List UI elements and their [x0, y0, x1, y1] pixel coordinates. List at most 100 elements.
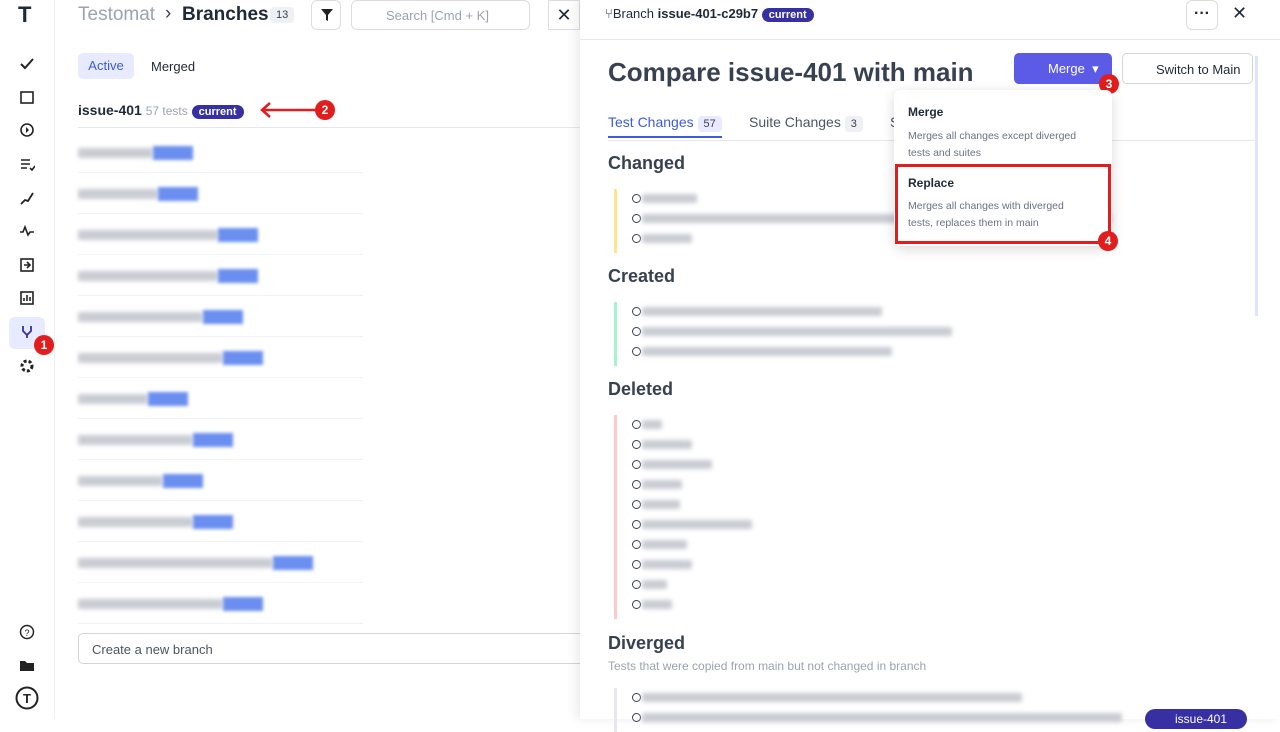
icon[interactable]: [19, 89, 35, 105]
blurred-badge: [163, 474, 203, 488]
blurred-text: [642, 307, 882, 316]
bullet: [632, 234, 641, 243]
blurred-text: [78, 517, 193, 527]
compare-panel: ⑂Branch issue-401-c29b7 current ··· ✕ Co…: [580, 0, 1280, 732]
icon[interactable]: [19, 657, 35, 673]
icon[interactable]: [19, 358, 35, 374]
blurred-text: [78, 394, 148, 404]
blurred-badge: [273, 556, 313, 570]
icon[interactable]: [19, 290, 35, 306]
blurred-text: [642, 440, 692, 449]
blurred-badge: [148, 392, 188, 406]
blurred-badge: [193, 515, 233, 529]
tag: current: [761, 8, 814, 22]
switch-button[interactable]: Switch to Main: [1122, 53, 1253, 84]
filter-button[interactable]: [311, 0, 341, 30]
label: Merge: [1048, 61, 1085, 76]
new-branch-input[interactable]: Create a new branch: [78, 633, 598, 664]
bullet: [632, 307, 641, 316]
blurred-badge: [218, 228, 258, 242]
option-title[interactable]: Replace: [908, 176, 955, 190]
icon[interactable]: [19, 56, 35, 72]
bullet: [632, 713, 641, 722]
icon[interactable]: [19, 122, 35, 138]
blurred-text: [642, 540, 687, 549]
divider: [78, 500, 363, 501]
section-border: [614, 302, 617, 366]
highlight: [895, 164, 1111, 244]
divider: [78, 459, 363, 460]
icon[interactable]: [19, 190, 35, 206]
separator: ›: [165, 3, 172, 24]
app-name[interactable]: Testomat: [78, 4, 156, 25]
sidebar: T 1 ? T: [0, 0, 55, 719]
blurred-text: [642, 580, 667, 589]
icon[interactable]: [19, 324, 35, 340]
blurred-badge: [218, 269, 258, 283]
blurred-text: [642, 194, 697, 203]
bullet: [632, 500, 641, 509]
divider: [78, 213, 363, 214]
label: Test Changes: [608, 114, 694, 130]
section-subtitle: Tests that were copied from main but not…: [608, 659, 927, 673]
bullet: [632, 460, 641, 469]
title: Compare issue-401 with main: [608, 57, 974, 87]
blurred-text: [642, 420, 662, 429]
icon[interactable]: ?: [19, 624, 35, 640]
icon[interactable]: [19, 156, 35, 172]
tag: current: [191, 105, 244, 119]
annotation: 4: [1098, 231, 1118, 251]
blurred-text: [642, 500, 680, 509]
bullet: [632, 580, 641, 589]
tab[interactable]: Merged: [151, 59, 196, 74]
blurred-text: [78, 230, 218, 240]
icon[interactable]: [19, 257, 35, 273]
section-border: [614, 688, 617, 732]
divider: [78, 172, 363, 173]
icon[interactable]: T: [15, 686, 39, 710]
tab[interactable]: Active: [78, 53, 134, 79]
tab[interactable]: Test Changes 57: [608, 114, 722, 138]
bullet: [632, 540, 641, 549]
section-title: Created: [608, 266, 676, 286]
blurred-text: [642, 713, 1122, 722]
divider: [78, 623, 363, 624]
blurred-text: [642, 234, 692, 243]
branch-name: issue-401: [78, 102, 142, 118]
annotation: 1: [34, 335, 54, 355]
icon[interactable]: [19, 223, 35, 239]
branch-row[interactable]: issue-401 57 tests current: [78, 102, 244, 119]
dropdown: Merge Merges all changes except diverged…: [894, 90, 1118, 251]
blurred-text: [642, 600, 672, 609]
blurred-text: [78, 558, 273, 568]
placeholder: Search [Cmd + K]: [386, 8, 489, 23]
option-title[interactable]: Merge: [908, 105, 944, 119]
blurred-badge: [223, 351, 263, 365]
count: 13: [270, 7, 295, 23]
blurred-text: [78, 353, 223, 363]
option-description: Merges all changes with diverged tests, …: [908, 200, 1064, 229]
logo[interactable]: T: [18, 2, 32, 27]
blurred-badge: [153, 146, 193, 160]
close-button[interactable]: ✕: [1232, 3, 1248, 23]
svg-text:?: ?: [24, 628, 29, 638]
blurred-text: [78, 148, 153, 158]
close-button[interactable]: ✕: [548, 0, 580, 30]
label: Branch: [612, 6, 655, 21]
merge-button[interactable]: Merge ▾: [1014, 53, 1112, 84]
section-title: Deleted: [608, 379, 674, 399]
branch: issue-401-c29b7: [657, 6, 759, 21]
search-input[interactable]: Search [Cmd + K]: [351, 0, 530, 30]
tab[interactable]: Suite Changes 3: [749, 114, 863, 132]
bullet: [632, 420, 641, 429]
divider: [78, 254, 363, 255]
branches-panel: Testomat › Branches 13 Search [Cmd + K] …: [55, 0, 598, 719]
bullet: [632, 560, 641, 569]
branch-badge[interactable]: issue-401: [1145, 709, 1247, 729]
more-button[interactable]: ···: [1186, 0, 1218, 30]
blurred-text: [78, 599, 223, 609]
blurred-text: [642, 520, 752, 529]
tests-count: 57 tests: [145, 104, 188, 118]
divider: [78, 377, 363, 378]
